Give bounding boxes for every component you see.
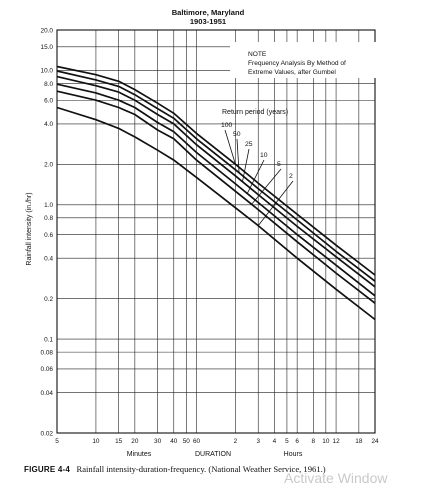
series-line-50: [56, 70, 376, 282]
plot-frame: [56, 29, 376, 434]
x-tick-label: 20: [131, 438, 139, 445]
series-lines: [56, 65, 376, 321]
activate-windows-watermark: Activate Window: [284, 470, 388, 486]
x-axis-minutes-label: Minutes: [127, 451, 152, 458]
x-tick-label: 5: [285, 438, 289, 445]
legend-title: Return period (years): [222, 109, 288, 116]
y-tick-label: 15.0: [41, 44, 54, 51]
y-tick-label: 4.0: [44, 121, 53, 128]
series-leader-2: [257, 180, 294, 226]
y-tick-label: 8.0: [44, 81, 53, 88]
series-line-5: [56, 90, 376, 304]
chart-subtitle: 1903-1951: [190, 17, 227, 26]
x-tick-label: 10: [322, 438, 330, 445]
x-tick-label: 6: [295, 438, 299, 445]
series-leader-50: [236, 138, 240, 173]
y-axis-label: Rainfall intensity (in./hr): [26, 192, 33, 265]
x-tick-label: 4: [273, 438, 277, 445]
series-label-2: 2: [289, 173, 293, 180]
note-line-1: Frequency Analysis By Method of: [248, 60, 346, 67]
figure-label: FIGURE 4-4: [24, 465, 71, 474]
x-tick-label: 30: [154, 438, 162, 445]
series-leader-25: [242, 148, 250, 182]
series-leader-5: [251, 168, 282, 205]
x-tick-label: 12: [333, 438, 341, 445]
series-leader-100: [224, 129, 236, 165]
x-tick-label: 2: [234, 438, 238, 445]
series-leader-10: [246, 159, 265, 194]
grid-lines: [56, 29, 376, 434]
y-tick-label: 0.06: [41, 366, 54, 373]
y-tick-label: 10.0: [41, 68, 54, 75]
series-line-10: [56, 83, 376, 297]
y-tick-label: 2.0: [44, 162, 53, 169]
chart-title: Baltimore, Maryland: [172, 8, 245, 17]
series-label-5: 5: [277, 161, 281, 168]
y-tick-label: 0.1: [44, 336, 53, 343]
x-tick-label: 50: [183, 438, 191, 445]
tick-labels: 20.0 15.0 10.0 8.0 6.0 4.0 2.0 1.0 0.8 0.6 0.4 0.2 0…: [41, 27, 379, 445]
x-tick-label: 10: [92, 438, 100, 445]
x-tick-label: 24: [371, 438, 379, 445]
x-axis-hours-label: Hours: [284, 451, 303, 458]
note-box: [230, 42, 380, 78]
x-tick-label: 60: [193, 438, 201, 445]
x-tick-label: 15: [115, 438, 123, 445]
figure-caption: FIGURE 4-4 Rainfall intensity-duration-f…: [24, 464, 424, 474]
y-tick-label: 0.02: [41, 430, 54, 437]
y-tick-label: 0.08: [41, 349, 54, 356]
y-tick-label: 6.0: [44, 98, 53, 105]
series-label-10: 10: [260, 152, 268, 159]
x-axis-label: DURATION: [195, 451, 231, 458]
idf-chart: 20.0 15.0 10.0 8.0 6.0 4.0 2.0 1.0 0.8 0.6 0.4 0.2 0…: [26, 8, 380, 458]
series-label-100: 100: [221, 122, 233, 129]
series-line-25: [56, 75, 376, 288]
y-tick-label: 0.6: [44, 232, 53, 239]
y-tick-label: 1.0: [44, 202, 53, 209]
series-label-25: 25: [245, 141, 253, 148]
note-line-2: Extreme Values, after Gumbel: [248, 69, 336, 76]
y-tick-label: 0.8: [44, 215, 53, 222]
y-tick-label: 0.4: [44, 256, 53, 263]
series-line-100: [56, 65, 376, 276]
x-tick-label: 18: [355, 438, 363, 445]
note-title: NOTE: [248, 51, 267, 58]
series-line-2: [56, 106, 376, 321]
y-tick-label: 20.0: [41, 27, 54, 34]
caption-text: Rainfall intensity-duration-frequency. (…: [76, 464, 326, 474]
x-tick-label: 8: [312, 438, 316, 445]
series-label-50: 50: [233, 131, 241, 138]
x-tick-label: 3: [256, 438, 260, 445]
x-tick-label: 40: [170, 438, 178, 445]
x-tick-label: 5: [55, 438, 59, 445]
y-tick-label: 0.04: [41, 390, 54, 397]
y-tick-label: 0.2: [44, 296, 53, 303]
